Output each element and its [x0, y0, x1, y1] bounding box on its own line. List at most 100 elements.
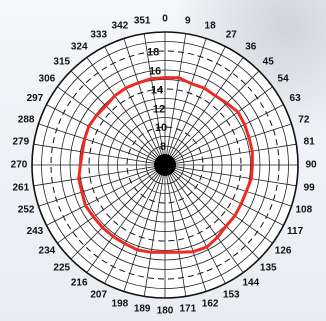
- angle-label: 63: [290, 93, 302, 104]
- angle-label: 315: [53, 56, 70, 67]
- data-point: [124, 86, 127, 90]
- series-group: [77, 76, 254, 254]
- angle-label: 333: [90, 29, 107, 40]
- data-point: [95, 114, 98, 117]
- radial-label: 14: [151, 84, 164, 96]
- data-point: [251, 163, 254, 167]
- grid-spoke: [104, 46, 165, 164]
- grid-spoke: [166, 123, 292, 165]
- angle-label: 18: [205, 21, 217, 32]
- grid-spoke: [123, 166, 165, 292]
- angle-label: 288: [18, 114, 35, 125]
- data-point: [177, 76, 181, 79]
- angle-label: 306: [39, 74, 56, 85]
- angle-label: 279: [12, 137, 29, 148]
- radial-label: 18: [147, 47, 159, 59]
- grid-spoke: [166, 86, 273, 165]
- angle-label: 171: [179, 304, 196, 315]
- grid-spoke: [46, 165, 164, 226]
- angle-label: 126: [275, 245, 292, 256]
- angle-label: 324: [71, 41, 88, 52]
- angle-label: 144: [242, 278, 259, 289]
- grid-spoke: [57, 86, 164, 165]
- data-point: [123, 242, 127, 245]
- grid-spoke: [166, 166, 260, 260]
- data-point: [214, 94, 217, 98]
- grid-spoke: [166, 165, 284, 226]
- angle-label: 234: [39, 245, 56, 256]
- angle-label: 99: [304, 182, 316, 193]
- angle-label: 9: [185, 15, 191, 26]
- data-point: [243, 123, 246, 126]
- grid-spoke: [38, 165, 164, 207]
- grid-spoke: [165, 57, 244, 164]
- grid-spoke: [46, 104, 164, 165]
- angle-label: 72: [298, 114, 310, 125]
- grid-spoke: [165, 166, 244, 273]
- angle-label: 207: [90, 290, 107, 301]
- grid-spoke: [86, 166, 165, 273]
- data-point: [84, 204, 87, 207]
- angle-labels: 0 9 18273645546372819099108117126135144153…: [11, 14, 317, 317]
- data-point: [216, 236, 219, 239]
- grid-spoke: [164, 33, 187, 164]
- grid-spoke: [165, 38, 207, 164]
- radial-label: 10: [155, 122, 167, 134]
- data-point: [137, 81, 140, 84]
- grid-spoke: [57, 165, 164, 244]
- grid-spoke: [86, 57, 165, 164]
- radial-label: 16: [149, 66, 161, 78]
- grid-spoke: [166, 165, 292, 207]
- angle-label: 54: [278, 74, 290, 85]
- data-point: [87, 124, 91, 128]
- angle-label: 270: [11, 160, 28, 171]
- grid-spoke: [70, 166, 164, 260]
- grid-spoke: [166, 164, 297, 187]
- angle-label: 216: [71, 278, 88, 289]
- grid-spoke: [166, 70, 260, 164]
- radial-labels: 8 10 12 14 16 18: [147, 47, 167, 153]
- grid-spoke: [33, 143, 164, 166]
- angle-label: 108: [296, 205, 313, 216]
- data-point: [101, 226, 104, 229]
- grid-spoke: [38, 123, 164, 165]
- data-point: [177, 251, 181, 254]
- grid-spoke: [143, 166, 166, 297]
- angle-label: 90: [305, 160, 317, 171]
- grid-spoke: [143, 33, 166, 164]
- grid-spoke: [166, 143, 297, 166]
- angle-label: 117: [287, 226, 304, 237]
- center-dot: [154, 154, 176, 176]
- center-hub: [154, 154, 176, 176]
- grid-spoke: [166, 104, 284, 165]
- angle-label: 252: [18, 205, 35, 216]
- data-point: [81, 150, 84, 154]
- data-point: [191, 250, 195, 253]
- data-point: [251, 149, 254, 153]
- angle-label: 180: [157, 306, 174, 317]
- data-point: [233, 214, 237, 218]
- data-point: [92, 215, 95, 219]
- data-point: [113, 94, 116, 98]
- data-point: [236, 110, 240, 114]
- angle-label: 297: [27, 93, 44, 104]
- grid-spoke: [165, 166, 207, 292]
- angle-label: 342: [112, 21, 129, 32]
- angle-label: 27: [226, 29, 238, 40]
- radial-label: 8: [160, 141, 166, 153]
- grid-spoke: [164, 166, 187, 297]
- angle-label: 153: [223, 290, 240, 301]
- data-point: [225, 101, 229, 105]
- grid-spoke: [165, 46, 226, 164]
- data-point: [239, 202, 243, 206]
- grid-spoke: [104, 166, 165, 284]
- angle-label: 243: [27, 226, 44, 237]
- data-point: [224, 224, 228, 228]
- data-point: [83, 137, 86, 141]
- data-point: [163, 76, 167, 79]
- data-point: [77, 177, 80, 180]
- angle-label: 189: [134, 304, 151, 315]
- grid-spoke: [165, 166, 226, 284]
- data-point: [203, 86, 206, 90]
